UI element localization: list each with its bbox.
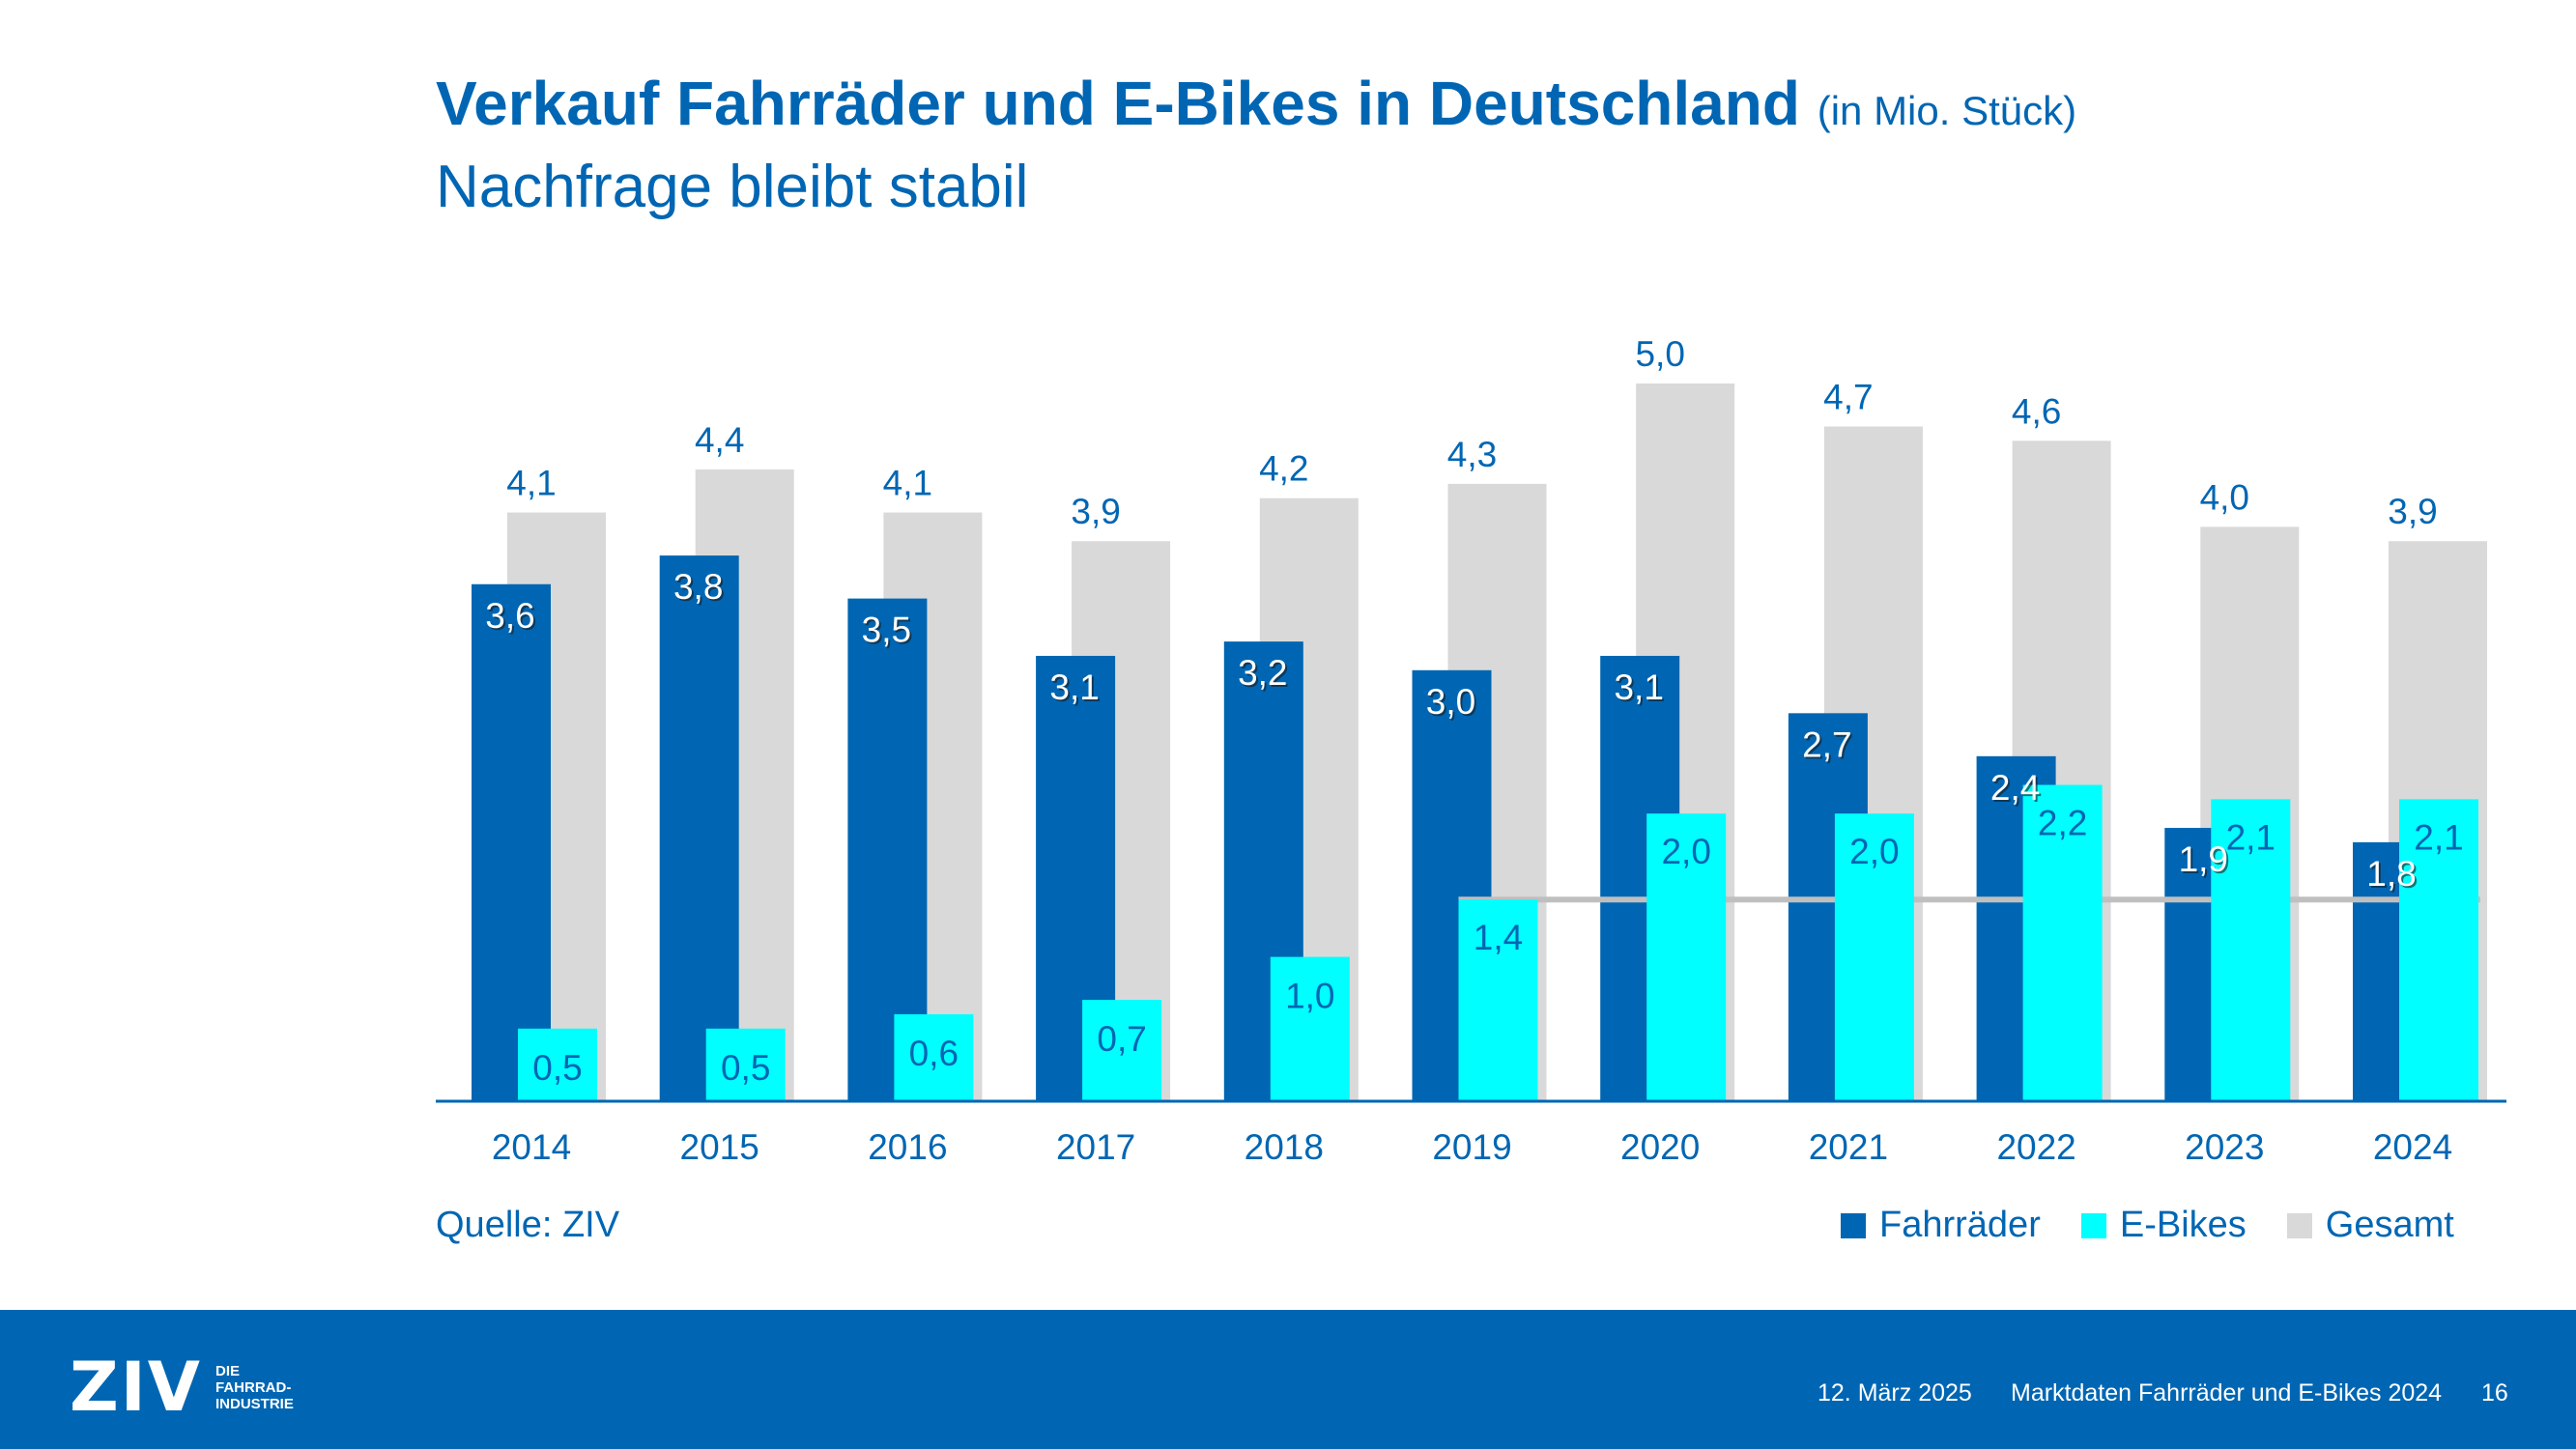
data-label-gesamt: 4,2 xyxy=(1259,449,1308,489)
logo-wordmark: ZIV xyxy=(70,1348,202,1427)
x-tick-label: 2022 xyxy=(1996,1127,2075,1167)
data-label-fahrraeder: 1,8 xyxy=(2366,854,2416,894)
data-label-fahrraeder-shadow: 3,1 xyxy=(1051,669,1101,709)
data-label-fahrraeder: 2,4 xyxy=(1990,768,2040,808)
bar-ebikes xyxy=(518,1028,597,1100)
data-label-gesamt: 4,3 xyxy=(1447,435,1497,474)
legend: Fahrräder E-Bikes Gesamt xyxy=(1841,1205,2454,1246)
data-label-ebikes: 0,5 xyxy=(532,1048,582,1088)
x-tick-label: 2019 xyxy=(1432,1127,1511,1167)
data-label-fahrraeder-shadow: 1,9 xyxy=(2181,841,2230,881)
data-label-gesamt: 4,1 xyxy=(883,464,932,503)
x-tick-label: 2014 xyxy=(492,1127,571,1167)
bar-ebikes xyxy=(1458,899,1538,1100)
data-label-fahrraeder: 3,8 xyxy=(673,567,723,607)
data-label-fahrraeder-shadow: 2,4 xyxy=(1992,770,2042,810)
data-label-ebikes: 1,0 xyxy=(1285,977,1334,1016)
bar-ebikes xyxy=(894,1013,974,1100)
legend-item-ebikes: E-Bikes xyxy=(2080,1205,2247,1246)
data-label-fahrraeder-shadow: 3,8 xyxy=(675,569,725,609)
bar-ebikes xyxy=(1834,813,1914,1100)
bar-fahrraeder xyxy=(472,583,551,1100)
legend-item-fahrraeder: Fahrräder xyxy=(1841,1205,2041,1246)
data-label-fahrraeder: 3,1 xyxy=(1049,668,1099,707)
data-label-fahrraeder-shadow: 3,1 xyxy=(1616,669,1665,709)
data-label-ebikes: 0,7 xyxy=(1097,1019,1146,1059)
x-tick-label: 2023 xyxy=(2185,1127,2264,1167)
data-label-ebikes: 0,6 xyxy=(909,1034,959,1073)
data-label-fahrraeder-shadow: 3,6 xyxy=(487,598,536,638)
legend-item-gesamt: Gesamt xyxy=(2286,1205,2454,1246)
x-tick-label: 2015 xyxy=(680,1127,759,1167)
x-tick-label: 2020 xyxy=(1620,1127,1700,1167)
footer-date: 12. März 2025 xyxy=(1818,1379,1972,1406)
legend-swatch-ebikes xyxy=(2080,1212,2106,1238)
chart-unit: (in Mio. Stück) xyxy=(1817,88,2077,133)
data-label-gesamt: 5,0 xyxy=(1635,334,1684,374)
x-tick-label: 2017 xyxy=(1056,1127,1135,1167)
data-label-fahrraeder: 3,2 xyxy=(1238,653,1287,693)
chart-subtitle: Nachfrage bleibt stabil xyxy=(436,154,1029,220)
data-label-fahrraeder-shadow: 1,8 xyxy=(2368,856,2418,895)
legend-swatch-gesamt xyxy=(2286,1212,2312,1238)
data-label-fahrraeder-shadow: 3,5 xyxy=(864,612,913,652)
data-label-ebikes: 2,0 xyxy=(1661,832,1710,871)
bar-ebikes xyxy=(705,1028,786,1100)
data-label-fahrraeder: 3,0 xyxy=(1426,682,1475,722)
data-label-gesamt: 3,9 xyxy=(1071,492,1120,531)
bar-ebikes xyxy=(2399,799,2478,1100)
x-tick-label: 2018 xyxy=(1245,1127,1324,1167)
source-note: Quelle: ZIV xyxy=(436,1205,620,1245)
chart-title: Verkauf Fahrräder und E-Bikes in Deutsch… xyxy=(436,66,2076,149)
footer-bar: ZIV DIE FAHRRAD- INDUSTRIE 12. März 2025… xyxy=(0,1310,2576,1449)
data-label-ebikes: 2,1 xyxy=(2414,817,2463,857)
bar-ebikes xyxy=(1646,813,1727,1100)
logo-tag-line: DIE xyxy=(215,1362,240,1379)
logo-tagline: DIE FAHRRAD- INDUSTRIE xyxy=(215,1363,294,1412)
chart-title-text: Verkauf Fahrräder und E-Bikes in Deutsch… xyxy=(436,69,1800,138)
data-label-ebikes: 2,1 xyxy=(2226,817,2275,857)
data-label-ebikes: 1,4 xyxy=(1474,918,1523,957)
x-tick-label: 2021 xyxy=(1809,1127,1888,1167)
data-label-fahrraeder: 3,1 xyxy=(1614,668,1663,707)
legend-label-ebikes: E-Bikes xyxy=(2119,1205,2247,1245)
legend-swatch-fahrraeder xyxy=(1841,1212,1866,1238)
data-label-gesamt: 3,9 xyxy=(2388,492,2437,531)
data-label-fahrraeder-shadow: 3,2 xyxy=(1240,655,1289,695)
logo-tag-line: INDUSTRIE xyxy=(215,1395,294,1412)
ziv-logo: ZIV DIE FAHRRAD- INDUSTRIE xyxy=(70,1348,294,1427)
legend-label-gesamt: Gesamt xyxy=(2325,1205,2454,1245)
data-label-fahrraeder: 3,5 xyxy=(862,611,911,650)
x-tick-label: 2024 xyxy=(2373,1127,2452,1167)
bar-chart: 4,13,63,60,54,43,83,80,54,13,53,50,63,93… xyxy=(436,334,2506,1167)
data-label-ebikes: 0,5 xyxy=(721,1048,770,1088)
data-label-fahrraeder: 2,7 xyxy=(1802,724,1851,764)
data-label-fahrraeder: 1,9 xyxy=(2179,839,2228,879)
data-label-gesamt: 4,1 xyxy=(506,464,556,503)
bar-ebikes xyxy=(1270,956,1350,1100)
logo-tag-line: FAHRRAD- xyxy=(215,1378,292,1396)
data-label-fahrraeder-shadow: 2,7 xyxy=(1804,726,1853,766)
footer-doc-title: Marktdaten Fahrräder und E-Bikes 2024 xyxy=(2011,1379,2443,1406)
legend-label-fahrraeder: Fahrräder xyxy=(1879,1205,2041,1245)
data-label-gesamt: 4,6 xyxy=(2012,391,2061,431)
bar-ebikes xyxy=(2211,799,2291,1100)
data-label-ebikes: 2,2 xyxy=(2038,804,2087,843)
data-label-gesamt: 4,4 xyxy=(695,420,744,460)
data-label-gesamt: 4,7 xyxy=(1823,378,1873,417)
data-label-gesamt: 4,0 xyxy=(2200,477,2249,517)
data-label-fahrraeder: 3,6 xyxy=(485,596,534,636)
footer-page-number: 16 xyxy=(2481,1379,2508,1406)
data-label-ebikes: 2,0 xyxy=(1849,832,1899,871)
bar-fahrraeder xyxy=(659,555,739,1100)
title-block: Verkauf Fahrräder und E-Bikes in Deutsch… xyxy=(436,66,2076,226)
x-tick-label: 2016 xyxy=(868,1127,947,1167)
bar-ebikes xyxy=(1082,1000,1162,1100)
data-label-fahrraeder-shadow: 3,0 xyxy=(1428,684,1477,724)
bar-ebikes xyxy=(2022,784,2103,1100)
